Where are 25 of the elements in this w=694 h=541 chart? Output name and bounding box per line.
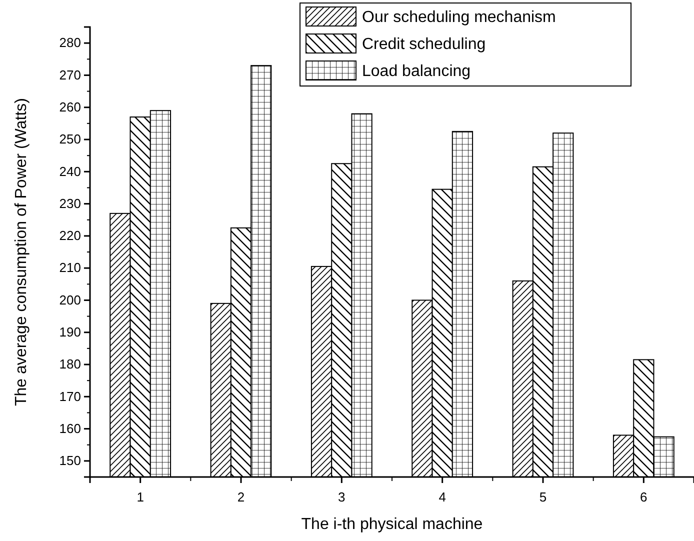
y-tick-label: 190 bbox=[59, 324, 81, 340]
legend-label: Load balancing bbox=[362, 63, 471, 80]
y-tick-label: 170 bbox=[59, 388, 81, 404]
x-tick-label: 1 bbox=[136, 490, 144, 505]
x-tick-label: 6 bbox=[640, 490, 648, 505]
x-tick-label: 3 bbox=[338, 490, 346, 505]
y-tick-label: 270 bbox=[59, 67, 81, 82]
y-tick-label: 230 bbox=[59, 196, 81, 211]
y-axis-title: The average consumption of Power (Watts) bbox=[13, 98, 30, 406]
y-tick-label: 240 bbox=[59, 164, 81, 179]
x-tick-label: 4 bbox=[438, 490, 446, 505]
y-tick-label: 280 bbox=[59, 35, 81, 50]
y-tick-label: 220 bbox=[59, 228, 81, 244]
y-tick-label: 210 bbox=[59, 260, 81, 276]
x-axis-title: The i-th physical machine bbox=[301, 516, 483, 533]
y-tick-label: 200 bbox=[59, 292, 81, 308]
y-tick-label: 180 bbox=[59, 356, 81, 372]
legend-label: Our scheduling mechanism bbox=[362, 9, 556, 26]
legend-label: Credit scheduling bbox=[362, 36, 486, 53]
y-tick-label: 250 bbox=[59, 132, 81, 147]
x-tick-label: 2 bbox=[237, 490, 245, 505]
y-tick-label: 150 bbox=[59, 453, 81, 468]
x-tick-label: 5 bbox=[539, 490, 547, 505]
y-tick-label: 160 bbox=[59, 420, 81, 436]
y-tick-label: 260 bbox=[59, 100, 81, 115]
